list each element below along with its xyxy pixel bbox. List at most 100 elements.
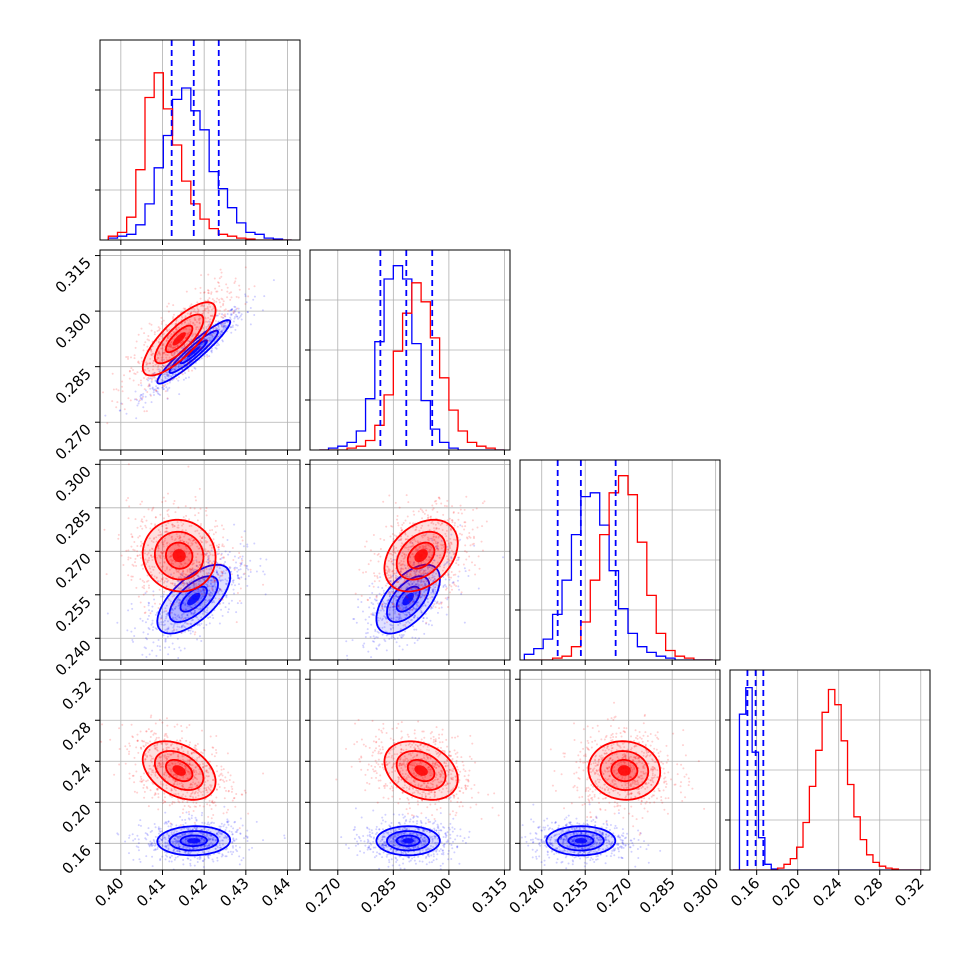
sample-point <box>170 562 173 565</box>
sample-point <box>204 550 207 553</box>
sample-point <box>180 593 183 596</box>
sample-point <box>164 569 167 572</box>
sample-point <box>255 820 258 823</box>
sample-point <box>368 596 371 599</box>
sample-point <box>146 338 149 341</box>
sample-point <box>208 622 211 625</box>
sample-point <box>201 303 204 306</box>
sample-point <box>160 615 163 618</box>
sample-point <box>149 527 152 530</box>
sample-point <box>175 618 178 621</box>
sample-point <box>193 611 196 614</box>
sample-point <box>157 393 160 396</box>
sample-point <box>184 604 187 607</box>
sample-point <box>463 528 466 531</box>
sample-point <box>195 556 198 559</box>
sample-point <box>247 575 250 578</box>
sample-point <box>181 581 184 584</box>
sample-point <box>221 316 224 319</box>
sample-point <box>210 314 213 317</box>
sample-point <box>174 622 177 625</box>
sample-point <box>432 533 435 536</box>
sample-point <box>388 594 391 597</box>
sample-point <box>169 361 172 364</box>
sample-point <box>224 308 227 311</box>
sample-point <box>139 557 142 560</box>
sample-point <box>137 838 140 841</box>
sample-point <box>398 617 401 620</box>
sample-point <box>389 580 392 583</box>
sample-point <box>136 526 139 529</box>
sample-point <box>133 357 136 360</box>
sample-point <box>411 588 414 591</box>
sample-point <box>416 548 419 551</box>
sample-point <box>404 533 407 536</box>
sample-point <box>216 342 219 345</box>
sample-point <box>432 585 435 588</box>
sample-point <box>171 582 174 585</box>
sample-point <box>203 291 206 294</box>
sample-point <box>213 581 216 584</box>
sample-point <box>448 584 451 587</box>
sample-point <box>190 571 193 574</box>
sample-point <box>181 613 184 616</box>
sample-point <box>174 584 177 587</box>
sample-point <box>171 347 174 350</box>
sample-point <box>186 574 189 577</box>
sample-point <box>222 300 225 303</box>
sample-point <box>170 623 173 626</box>
sample-point <box>208 559 211 562</box>
sample-point <box>388 568 391 571</box>
sample-point <box>392 606 395 609</box>
sample-point <box>195 565 198 568</box>
sample-point <box>214 597 217 600</box>
sample-point <box>370 623 373 626</box>
sample-point <box>438 527 441 530</box>
sample-point <box>389 628 392 631</box>
sample-point <box>197 318 200 321</box>
sample-point <box>171 374 174 377</box>
sample-point <box>400 529 403 532</box>
sample-point <box>170 573 173 576</box>
sample-point <box>401 523 404 526</box>
sample-point <box>184 505 187 508</box>
sample-point <box>219 330 222 333</box>
sample-point <box>457 563 460 566</box>
sample-point <box>406 575 409 578</box>
sample-point <box>436 510 439 513</box>
sample-point <box>440 539 443 542</box>
sample-point <box>389 580 392 583</box>
sample-point <box>373 598 376 601</box>
sample-point <box>155 390 158 393</box>
sample-point <box>143 410 146 413</box>
sample-point <box>185 622 188 625</box>
sample-point <box>183 647 186 650</box>
sample-point <box>197 590 200 593</box>
sample-point <box>140 327 143 330</box>
sample-point <box>167 522 170 525</box>
sample-point <box>170 536 173 539</box>
sample-point <box>191 567 194 570</box>
sample-point <box>362 646 365 649</box>
sample-point <box>217 335 220 338</box>
sample-point <box>169 378 172 381</box>
contour-blue <box>386 575 431 624</box>
sample-point <box>202 626 205 629</box>
sample-point <box>230 314 233 317</box>
sample-point <box>176 526 179 529</box>
sample-point <box>413 614 416 617</box>
sample-point <box>240 576 243 579</box>
sample-point <box>411 542 414 545</box>
sample-point <box>224 313 227 316</box>
sample-point <box>243 530 246 533</box>
sample-point <box>172 346 175 349</box>
sample-point <box>446 499 449 502</box>
sample-point <box>415 607 418 610</box>
sample-point <box>405 606 408 609</box>
sample-point <box>443 564 446 567</box>
sample-point <box>228 292 231 295</box>
sample-point <box>206 353 209 356</box>
sample-point <box>164 639 167 642</box>
sample-point <box>150 354 153 357</box>
sample-point <box>236 575 239 578</box>
